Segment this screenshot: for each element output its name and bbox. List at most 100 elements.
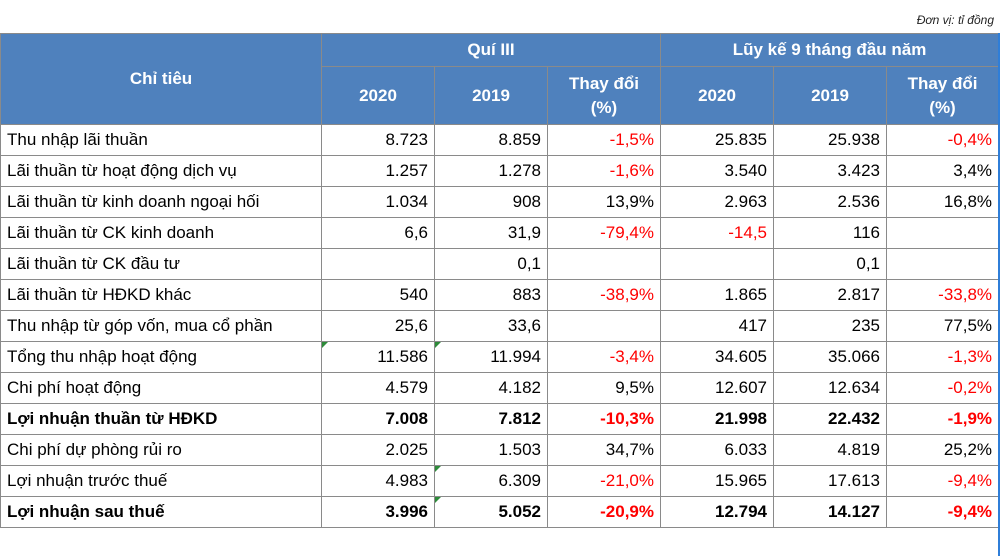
cell-q3-2020: 25,6 (321, 310, 435, 342)
cell-q3-change: -1,6% (547, 155, 661, 187)
cell-q3-2019: 6.309 (434, 465, 548, 497)
cell-q3-2019: 883 (434, 279, 548, 311)
row-label: Lãi thuần từ CK đầu tư (0, 248, 322, 280)
cell-ytd-2020 (660, 248, 774, 280)
cell-q3-2019: 908 (434, 186, 548, 218)
table-row: Chi phí hoạt động 4.579 4.182 9,5% 12.607 12.… (0, 372, 1000, 404)
header-ytd-change: Thay đổi (%) (885, 66, 1000, 125)
row-label: Chi phí hoạt động (0, 372, 322, 404)
cell-q3-2019: 7.812 (434, 403, 548, 435)
header-ytd-change-line2: (%) (929, 97, 956, 117)
cell-ytd-change: 3,4% (885, 155, 1000, 187)
row-label: Chi phí dự phòng rủi ro (0, 434, 322, 466)
cell-q3-change: -21,0% (547, 465, 661, 497)
cell-ytd-change (885, 217, 1000, 249)
cell-ytd-2020: 3.540 (660, 155, 774, 187)
header-indicator: Chỉ tiêu (0, 33, 322, 125)
header-q3-2020: 2020 (321, 66, 435, 125)
cell-q3-change: 34,7% (547, 434, 661, 466)
cell-q3-2020: 1.257 (321, 155, 435, 187)
row-label: Lãi thuần từ HĐKD khác (0, 279, 322, 311)
table-row: Lãi thuần từ HĐKD khác 540 883 -38,9% 1.865 2… (0, 279, 1000, 311)
row-label: Lợi nhuận trước thuế (0, 465, 322, 497)
header-q3-change: Thay đổi (%) (547, 66, 661, 125)
cell-q3-2019: 1.278 (434, 155, 548, 187)
cell-ytd-2019: 22.432 (773, 403, 887, 435)
cell-q3-2020: 4.983 (321, 465, 435, 497)
cell-ytd-2020: 1.865 (660, 279, 774, 311)
cell-ytd-2020: 12.607 (660, 372, 774, 404)
cell-q3-2020: 7.008 (321, 403, 435, 435)
cell-ytd-2020: 34.605 (660, 341, 774, 373)
row-label: Lãi thuần từ kinh doanh ngoại hối (0, 186, 322, 218)
table-row: Lãi thuần từ kinh doanh ngoại hối 1.034 90… (0, 186, 1000, 218)
cell-ytd-2020: -14,5 (660, 217, 774, 249)
cell-ytd-change: -1,9% (885, 403, 1000, 435)
cell-q3-change (547, 248, 661, 280)
cell-q3-change: -79,4% (547, 217, 661, 249)
cell-ytd-2019: 35.066 (773, 341, 887, 373)
cell-ytd-change: -0,2% (885, 372, 1000, 404)
cell-q3-2019: 4.182 (434, 372, 548, 404)
cell-q3-change: -10,3% (547, 403, 661, 435)
cell-ytd-2019: 25.938 (773, 124, 887, 156)
cell-q3-2020: 2.025 (321, 434, 435, 466)
window-edge-bar (998, 33, 1000, 556)
cell-ytd-2020: 12.794 (660, 496, 774, 528)
cell-ytd-change: -9,4% (885, 496, 1000, 528)
cell-ytd-2020: 6.033 (660, 434, 774, 466)
cell-q3-change: -1,5% (547, 124, 661, 156)
cell-ytd-2019: 2.817 (773, 279, 887, 311)
cell-ytd-change: -33,8% (885, 279, 1000, 311)
unit-note: Đơn vị: tỉ đồng (916, 13, 994, 27)
header-ytd-2019: 2019 (773, 66, 887, 125)
header-group-9m: Lũy kế 9 tháng đầu năm (659, 33, 1000, 67)
cell-q3-2020: 11.586 (321, 341, 435, 373)
cell-ytd-2019: 0,1 (773, 248, 887, 280)
cell-ytd-change: 25,2% (885, 434, 1000, 466)
row-label: Lợi nhuận thuần từ HĐKD (0, 403, 322, 435)
header-q3-2019: 2019 (434, 66, 548, 125)
cell-q3-2019: 5.052 (434, 496, 548, 528)
cell-ytd-change: 77,5% (885, 310, 1000, 342)
cell-ytd-change: -0,4% (885, 124, 1000, 156)
cell-q3-2020: 3.996 (321, 496, 435, 528)
header-group-q3: Quí III (321, 33, 661, 67)
cell-q3-2019: 0,1 (434, 248, 548, 280)
header-ytd-2020: 2020 (660, 66, 774, 125)
row-label: Tổng thu nhập hoạt động (0, 341, 322, 373)
cell-q3-change: -20,9% (547, 496, 661, 528)
row-label: Thu nhập từ góp vốn, mua cổ phần (0, 310, 322, 342)
cell-q3-2019: 31,9 (434, 217, 548, 249)
row-label: Lãi thuần từ hoạt động dịch vụ (0, 155, 322, 187)
cell-q3-change (547, 310, 661, 342)
cell-ytd-2020: 417 (660, 310, 774, 342)
cell-q3-change: 13,9% (547, 186, 661, 218)
cell-q3-change: 9,5% (547, 372, 661, 404)
cell-q3-2019: 1.503 (434, 434, 548, 466)
cell-ytd-2019: 4.819 (773, 434, 887, 466)
cell-ytd-change: 16,8% (885, 186, 1000, 218)
table-row: Chi phí dự phòng rủi ro 2.025 1.503 34,7% 6.… (0, 434, 1000, 466)
row-label: Thu nhập lãi thuần (0, 124, 322, 156)
cell-ytd-2019: 116 (773, 217, 887, 249)
cell-q3-change: -3,4% (547, 341, 661, 373)
cell-q3-2020: 1.034 (321, 186, 435, 218)
table-row: Tổng thu nhập hoạt động 11.586 11.994 -3,4%… (0, 341, 1000, 373)
cell-ytd-2019: 2.536 (773, 186, 887, 218)
cell-ytd-change: -1,3% (885, 341, 1000, 373)
table-row: Lợi nhuận trước thuế 4.983 6.309 -21,0% 15.9… (0, 465, 1000, 497)
cell-q3-2020: 4.579 (321, 372, 435, 404)
cell-q3-2020: 6,6 (321, 217, 435, 249)
table-row: Lãi thuần từ hoạt động dịch vụ 1.257 1.278… (0, 155, 1000, 187)
cell-ytd-2019: 17.613 (773, 465, 887, 497)
row-label: Lãi thuần từ CK kinh doanh (0, 217, 322, 249)
header-ytd-change-line1: Thay đổi (907, 73, 978, 93)
table-row: Lợi nhuận thuần từ HĐKD 7.008 7.812 -10,3% 2… (0, 403, 1000, 435)
table-row: Lãi thuần từ CK kinh doanh 6,6 31,9 -79,4% -… (0, 217, 1000, 249)
cell-ytd-change (885, 248, 1000, 280)
financial-table: Chỉ tiêu Quí III Lũy kế 9 tháng đầu năm … (0, 33, 1000, 528)
cell-q3-2019: 8.859 (434, 124, 548, 156)
table-row: Thu nhập lãi thuần 8.723 8.859 -1,5% 25.835 2… (0, 124, 1000, 156)
table-row: Lãi thuần từ CK đầu tư 0,1 0,1 (0, 248, 1000, 280)
